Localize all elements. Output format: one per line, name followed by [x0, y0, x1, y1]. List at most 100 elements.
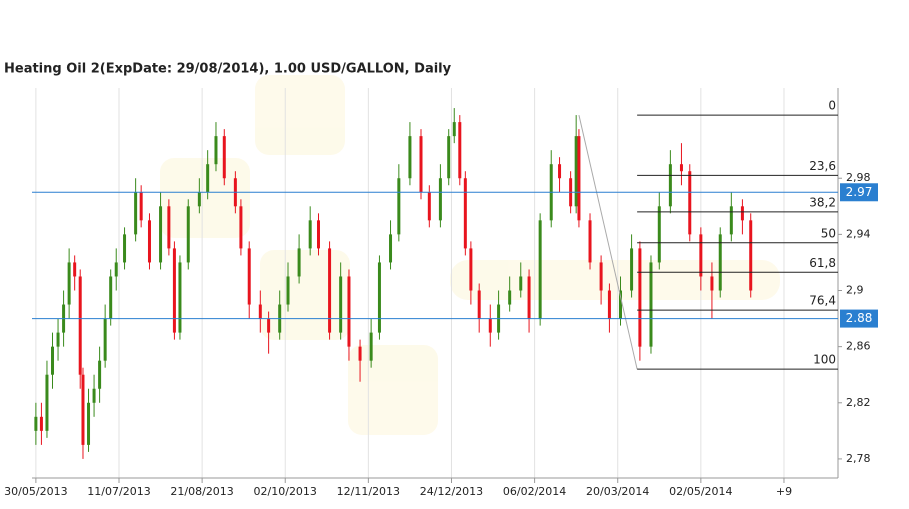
candle-body	[34, 416, 38, 431]
candle-body	[558, 164, 562, 179]
candle-body	[139, 192, 143, 221]
candle-body	[452, 122, 456, 137]
candle-body	[657, 206, 661, 263]
candle-body	[114, 262, 118, 277]
candle-body	[740, 206, 744, 221]
candle-body	[172, 248, 176, 333]
candle-body	[527, 276, 531, 319]
candle-body	[447, 136, 451, 179]
candle-body	[92, 388, 96, 403]
candle-body	[123, 234, 127, 263]
candle-body	[718, 234, 722, 291]
candle-body	[222, 136, 226, 179]
fib-label: 76,4	[809, 294, 836, 308]
candle-body	[638, 248, 642, 347]
candle-body	[358, 346, 362, 361]
candle-body	[749, 220, 753, 291]
candle-body	[308, 220, 312, 249]
candle-body	[477, 290, 481, 319]
y-tick-label: 2,82	[846, 396, 871, 409]
candle-body	[668, 164, 672, 207]
candle-body	[369, 332, 373, 361]
candle-body	[67, 262, 71, 305]
chart-title: Heating Oil 2(ExpDate: 29/08/2014), 1.00…	[4, 62, 452, 77]
candle-body	[134, 192, 138, 235]
candle-body	[39, 416, 43, 431]
fib-label: 38,2	[809, 195, 836, 209]
candle-body	[239, 206, 243, 249]
y-tick-label: 2,94	[846, 227, 871, 240]
trend-line	[578, 114, 638, 370]
candle-body	[51, 346, 55, 375]
fib-label: 50	[821, 226, 836, 240]
level-box	[840, 183, 878, 202]
x-tick-label: 02/10/2013	[254, 485, 317, 498]
fib-label: 100	[813, 353, 836, 367]
candle-body	[81, 374, 85, 445]
candle-body	[574, 136, 578, 207]
level-label: 2.88	[846, 311, 873, 325]
candle-body	[103, 318, 107, 361]
candle-body	[73, 262, 77, 277]
candle-body	[214, 136, 218, 165]
candle-body	[258, 304, 262, 319]
y-tick-label: 2,86	[846, 340, 871, 353]
fib-label: 23,6	[809, 159, 836, 173]
level-box	[840, 309, 878, 328]
x-tick-label: 24/12/2013	[420, 485, 483, 498]
watermark	[160, 75, 780, 435]
candle-body	[87, 402, 91, 445]
candle-body	[519, 276, 523, 291]
y-tick-label: 2,9	[846, 284, 864, 297]
candle-body	[267, 318, 271, 333]
candle-body	[710, 276, 714, 291]
candle-body	[688, 171, 692, 235]
candle-body	[339, 276, 343, 333]
candle-body	[328, 248, 332, 333]
candle-body	[469, 248, 473, 291]
candle-body	[316, 220, 320, 249]
candle-body	[699, 234, 703, 277]
candle-body	[397, 178, 401, 235]
candle-body	[347, 276, 351, 347]
candle-body	[599, 262, 603, 291]
candle-body	[458, 122, 462, 179]
candle-body	[508, 290, 512, 305]
candle-body	[427, 192, 431, 221]
candle-body	[297, 248, 301, 277]
x-tick-label: 02/05/2014	[669, 485, 732, 498]
candle-body	[109, 276, 113, 319]
candle-body	[408, 136, 412, 179]
candle-body	[286, 276, 290, 305]
candle-body	[147, 220, 151, 263]
candle-body	[607, 290, 611, 319]
candle-body	[463, 178, 467, 249]
candle-body	[588, 220, 592, 263]
candle-body	[186, 206, 190, 263]
candle-body	[488, 318, 492, 333]
fib-label: 61,8	[809, 256, 836, 270]
x-tick-label: 21/08/2013	[170, 485, 233, 498]
x-tick-label: 20/03/2014	[586, 485, 649, 498]
candle-body	[78, 276, 82, 375]
fib-label: 0	[828, 99, 836, 113]
candle-body	[630, 248, 634, 291]
candle-body	[438, 178, 442, 221]
candle-body	[56, 332, 60, 347]
candle-body	[618, 290, 622, 319]
candle-body	[98, 360, 102, 389]
x-tick-label: +9	[776, 485, 792, 498]
x-tick-label: 12/11/2013	[337, 485, 400, 498]
candle-body	[167, 206, 171, 249]
level-label: 2.97	[846, 185, 873, 199]
candle-body	[45, 374, 49, 431]
x-tick-label: 06/02/2014	[503, 485, 566, 498]
candle-body	[197, 192, 201, 207]
y-tick-label: 2,78	[846, 452, 871, 465]
candle-body	[419, 136, 423, 193]
candle-body	[206, 164, 210, 193]
candle-body	[649, 262, 653, 347]
candle-body	[577, 136, 581, 221]
candle-body	[159, 206, 163, 263]
